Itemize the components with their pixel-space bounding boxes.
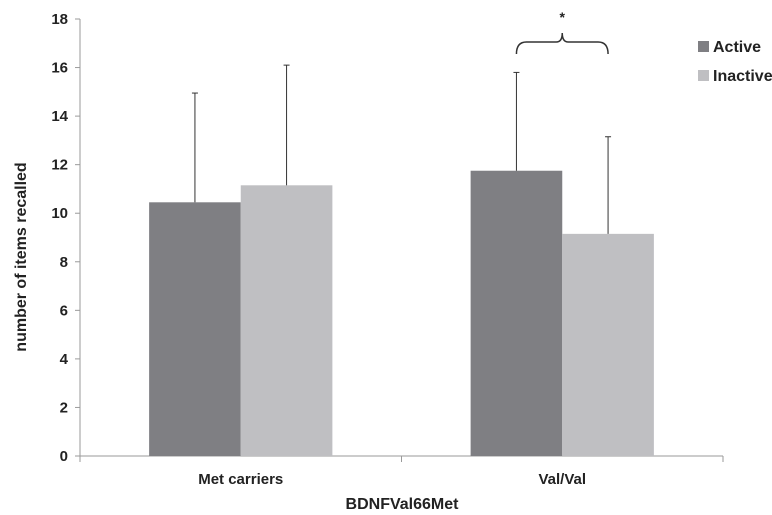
y-tick-label: 10 — [51, 205, 68, 222]
y-axis-title: number of items recalled — [13, 162, 30, 351]
y-tick-label: 16 — [51, 60, 68, 77]
y-tick-label: 8 — [60, 254, 68, 271]
legend-label: Active — [713, 39, 761, 56]
y-tick-label: 12 — [51, 157, 68, 174]
x-axis-title: BDNFVal66Met — [346, 496, 460, 513]
y-axis: 0 2 4 6 8 10 12 14 16 18 — [51, 11, 81, 465]
bar — [562, 233, 654, 456]
y-tick-label: 14 — [51, 108, 68, 125]
bars — [149, 170, 654, 456]
x-axis: Met carriers Val/Val — [79, 455, 724, 488]
y-tick-label: 0 — [60, 448, 68, 465]
bar — [240, 185, 333, 456]
annotations: * — [515, 9, 609, 55]
legend-label: Inactive — [713, 68, 772, 85]
legend-swatch — [698, 41, 709, 52]
significance-marker: * — [560, 9, 566, 25]
y-tick-label: 4 — [60, 351, 69, 368]
y-tick-label: 2 — [60, 399, 68, 416]
x-category-label: Val/Val — [538, 471, 586, 488]
legend: Active Inactive — [698, 39, 772, 85]
y-tick-label: 6 — [60, 302, 68, 319]
error-bars — [191, 64, 612, 234]
y-tick-label: 18 — [51, 11, 68, 28]
x-category-label: Met carriers — [198, 471, 283, 488]
bar — [149, 202, 241, 456]
legend-swatch — [698, 70, 709, 81]
bar — [470, 170, 563, 456]
significance-bracket — [515, 32, 609, 55]
